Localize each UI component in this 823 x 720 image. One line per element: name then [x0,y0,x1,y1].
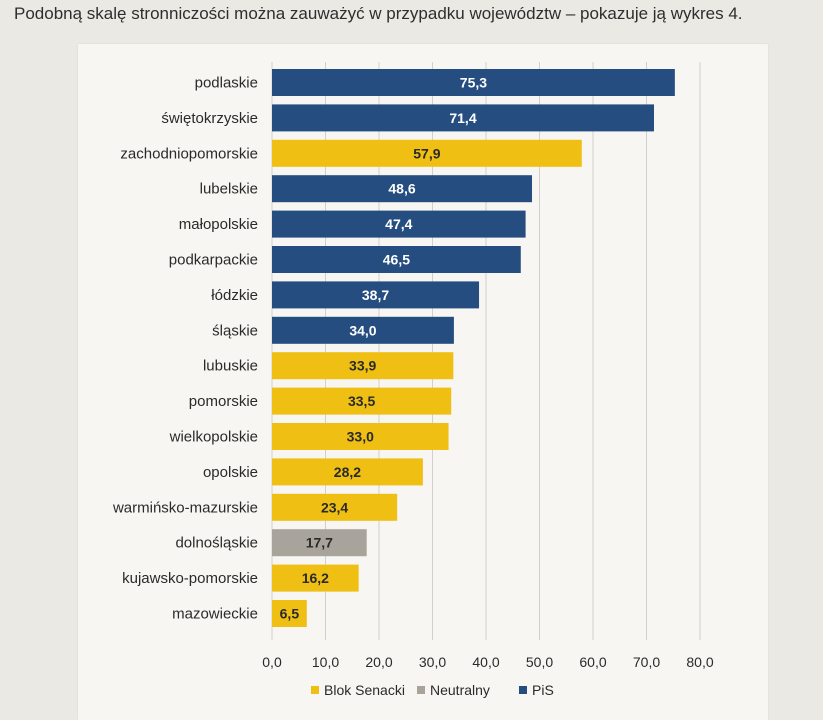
bar-15 [272,564,359,592]
value-label: 75,3 [460,75,487,91]
x-axis-ticks: 0,0 10,0 20,0 30,0 40,0 50,0 60,0 70,0 80,0 [262,654,714,670]
legend: Blok Senacki Neutralny PiS [311,682,554,698]
x-tick-label: 50,0 [526,654,553,670]
legend-swatch [417,686,425,694]
bar-4 [272,175,533,203]
value-label: 48,6 [388,181,415,197]
x-tick-label: 30,0 [419,654,446,670]
category-label: opolskie [203,464,258,481]
category-label: kujawsko-pomorskie [122,570,258,587]
value-label: 33,5 [348,393,375,409]
bar-3 [272,139,582,167]
category-label: łódzkie [211,287,258,304]
bar-11 [272,423,449,450]
legend-label: Blok Senacki [324,682,405,698]
bar-9 [272,352,454,380]
category-label: lubelskie [200,181,258,198]
category-label: śląskie [212,322,258,339]
intro-text: Podobną skalę stronniczości można zauważ… [14,4,743,23]
x-tick-label: 80,0 [686,654,713,670]
value-label: 57,9 [413,145,440,161]
category-label: lubuskie [203,358,258,375]
category-label: pomorskie [189,393,258,410]
legend-swatch [519,686,527,694]
bar-8 [272,316,454,344]
category-labels: podlaskie świętokrzyskie zachodniopomorski… [112,75,258,623]
value-label: 33,0 [347,429,374,445]
category-label: warmińsko-mazurskie [112,499,258,516]
x-tick-label: 70,0 [633,654,660,670]
value-label: 33,9 [349,358,376,374]
bar-16 [272,600,307,627]
category-label: dolnośląskie [175,535,258,552]
category-label: świętokrzyskie [161,110,258,127]
x-tick-label: 0,0 [262,654,282,670]
category-label: zachodniopomorskie [120,145,258,162]
x-tick-label: 10,0 [312,654,339,670]
value-label: 28,2 [334,464,361,480]
x-tick-label: 20,0 [365,654,392,670]
value-label: 17,7 [306,535,333,551]
bar-6 [272,246,521,273]
legend-label: PiS [532,682,554,698]
x-tick-label: 60,0 [579,654,606,670]
bars [272,69,675,627]
bar-5 [272,210,526,238]
bar-2 [272,104,654,132]
x-tick-label: 40,0 [472,654,499,670]
value-label: 47,4 [385,216,412,232]
value-label: 23,4 [321,499,348,515]
bar-12 [272,458,423,486]
category-label: podkarpackie [169,252,258,269]
value-label: 34,0 [349,322,376,338]
legend-label: Neutralny [430,682,490,698]
bar-7 [272,281,480,309]
legend-swatch [311,686,319,694]
value-labels: 75,3 71,4 57,9 48,6 47,4 46,5 38,7 34,0 33,9 33,5… [280,75,488,622]
value-label: 6,5 [280,606,300,622]
bar-1 [272,69,675,96]
category-label: wielkopolskie [169,429,258,446]
value-label: 71,4 [449,110,476,126]
category-label: małopolskie [179,216,258,233]
category-label: podlaskie [195,75,258,92]
bar-10 [272,387,452,415]
value-label: 16,2 [302,570,329,586]
value-label: 38,7 [362,287,389,303]
bar-13 [272,493,398,521]
category-label: mazowieckie [172,606,258,623]
bar-14 [272,529,367,557]
value-label: 46,5 [383,252,410,268]
